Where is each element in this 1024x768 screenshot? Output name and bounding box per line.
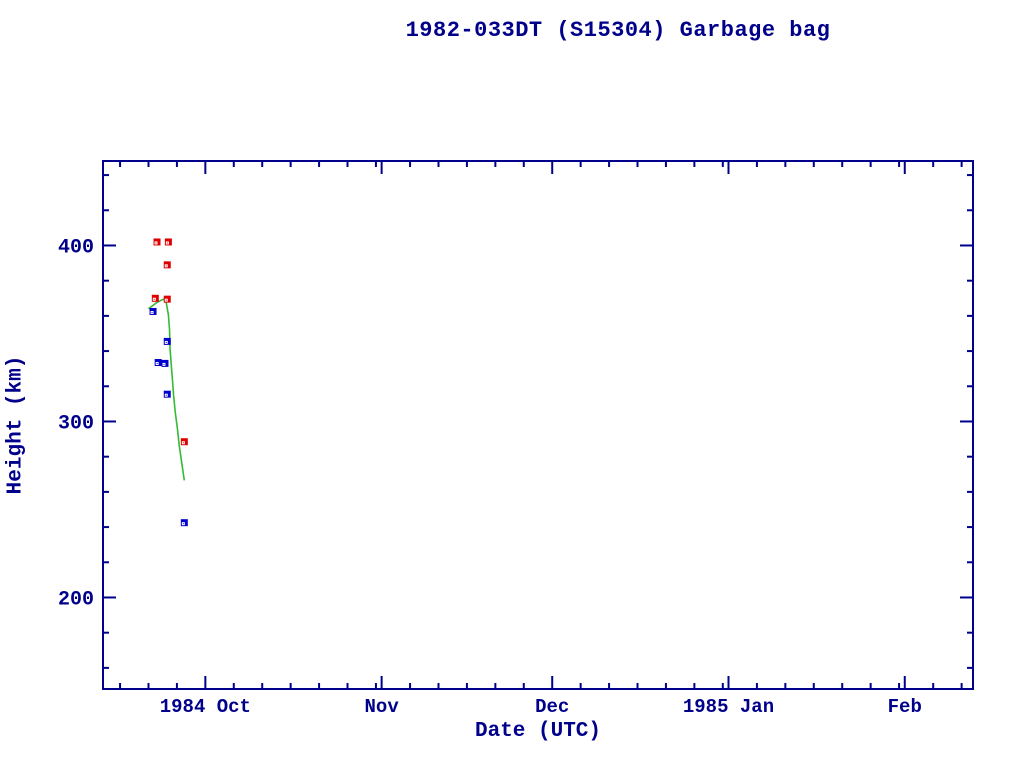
- decay-model-line: [148, 298, 186, 481]
- y-axis-tick-label: 200: [58, 588, 94, 611]
- perigee-point: [154, 359, 162, 367]
- plot-frame: [102, 160, 974, 690]
- x-axis-tick-label: Dec: [535, 696, 569, 718]
- x-axis-tick-label: Nov: [365, 696, 400, 718]
- chart-title: 1982-033DT (S15304) Garbage bag: [405, 18, 831, 43]
- apogee-point: [151, 294, 159, 302]
- x-axis-tick-label: 1984 Oct: [160, 696, 251, 718]
- y-axis-tick-label: 300: [58, 412, 94, 435]
- x-axis-tick-label: 1985 Jan: [683, 696, 774, 718]
- apogee-point: [163, 261, 171, 269]
- y-axis-tick-label: 400: [58, 236, 94, 259]
- apogee-point: [163, 295, 171, 303]
- perigee-point: [163, 390, 171, 398]
- perigee-point: [180, 519, 188, 527]
- perigee-point: [149, 307, 157, 315]
- apogee-point: [153, 238, 161, 246]
- apogee-point: [180, 438, 188, 446]
- perigee-point: [163, 337, 171, 345]
- x-axis-title: Date (UTC): [474, 720, 602, 743]
- perigee-point: [161, 359, 169, 367]
- x-axis-tick-label: Feb: [888, 696, 922, 718]
- apogee-point: [164, 238, 172, 246]
- y-axis-title: Height (km): [4, 355, 28, 495]
